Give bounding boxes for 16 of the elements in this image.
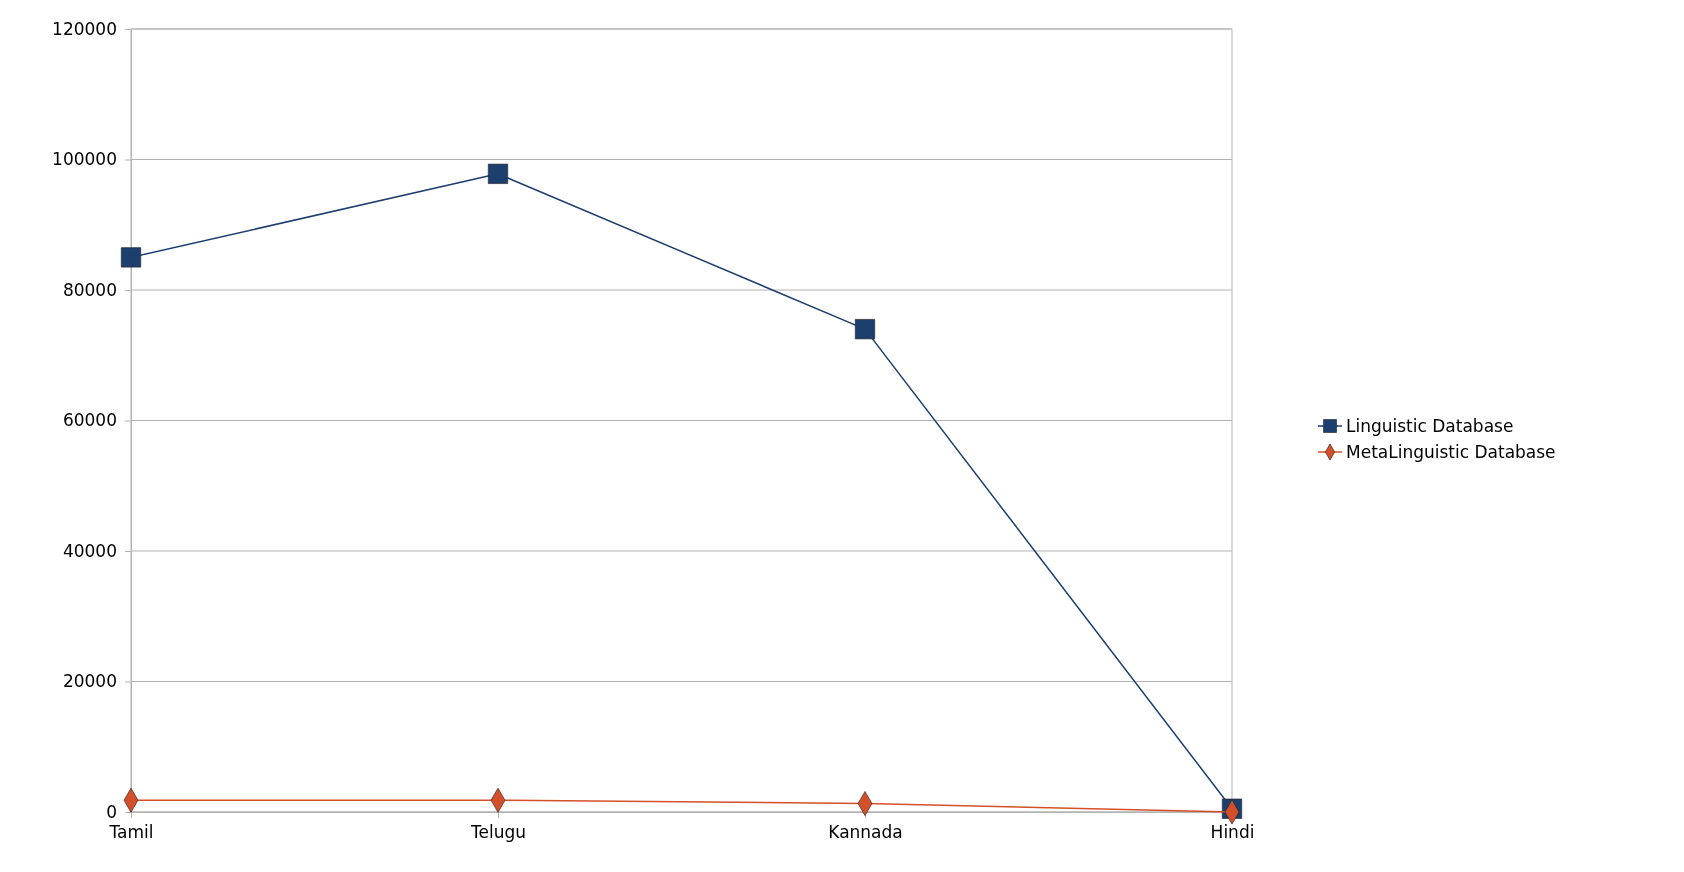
x-tick-label: Kannada [828, 822, 903, 843]
x-tick-label: Tamil [108, 822, 154, 843]
y-tick-label: 0 [106, 801, 117, 822]
point [120, 247, 142, 268]
point [487, 163, 509, 184]
y-tick-label: 120000 [52, 18, 117, 39]
y-tick-label: 20000 [62, 671, 117, 692]
point [854, 319, 876, 340]
y-tick-label: 100000 [52, 149, 117, 170]
legend-label: Linguistic Database [1346, 415, 1514, 436]
y-tick-label: 40000 [62, 540, 117, 561]
y-tick-label: 60000 [62, 410, 117, 431]
x-tick-label: Hindi [1210, 822, 1255, 843]
x-tick-label: Telugu [469, 822, 527, 843]
legend-label: MetaLinguistic Database [1346, 441, 1556, 462]
y-tick-label: 80000 [62, 279, 117, 300]
